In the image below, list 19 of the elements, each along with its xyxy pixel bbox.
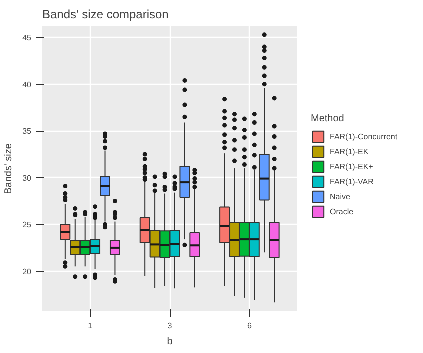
y-tick-label: 30 [22, 174, 32, 183]
legend-label: Oracle [330, 206, 354, 218]
legend-label: FAR(1)-EK [330, 146, 369, 158]
x-tick-label: 3 [168, 322, 173, 330]
legend-label: FAR(1)-VAR [330, 176, 374, 188]
y-tick-label: 40 [22, 80, 32, 90]
legend-label: FAR(1)-Concurrent [330, 131, 398, 144]
y-tick-label: 20 [22, 267, 32, 276]
legend-title: Method [311, 114, 346, 124]
y-tick-label: 25 [22, 220, 32, 230]
y-tick-label: 45 [22, 34, 32, 43]
y-axis-title: Bands' size [4, 143, 15, 194]
legend-label: Naive [330, 191, 350, 203]
x-tick-label: 6 [247, 322, 252, 330]
chart-title: Bands' size comparison [42, 8, 169, 22]
x-tick-label: 1 [88, 322, 94, 330]
legend-label: FAR(1)-EK+ [330, 161, 374, 174]
x-axis-title: b [167, 336, 174, 348]
y-tick-label: 35 [22, 127, 32, 136]
